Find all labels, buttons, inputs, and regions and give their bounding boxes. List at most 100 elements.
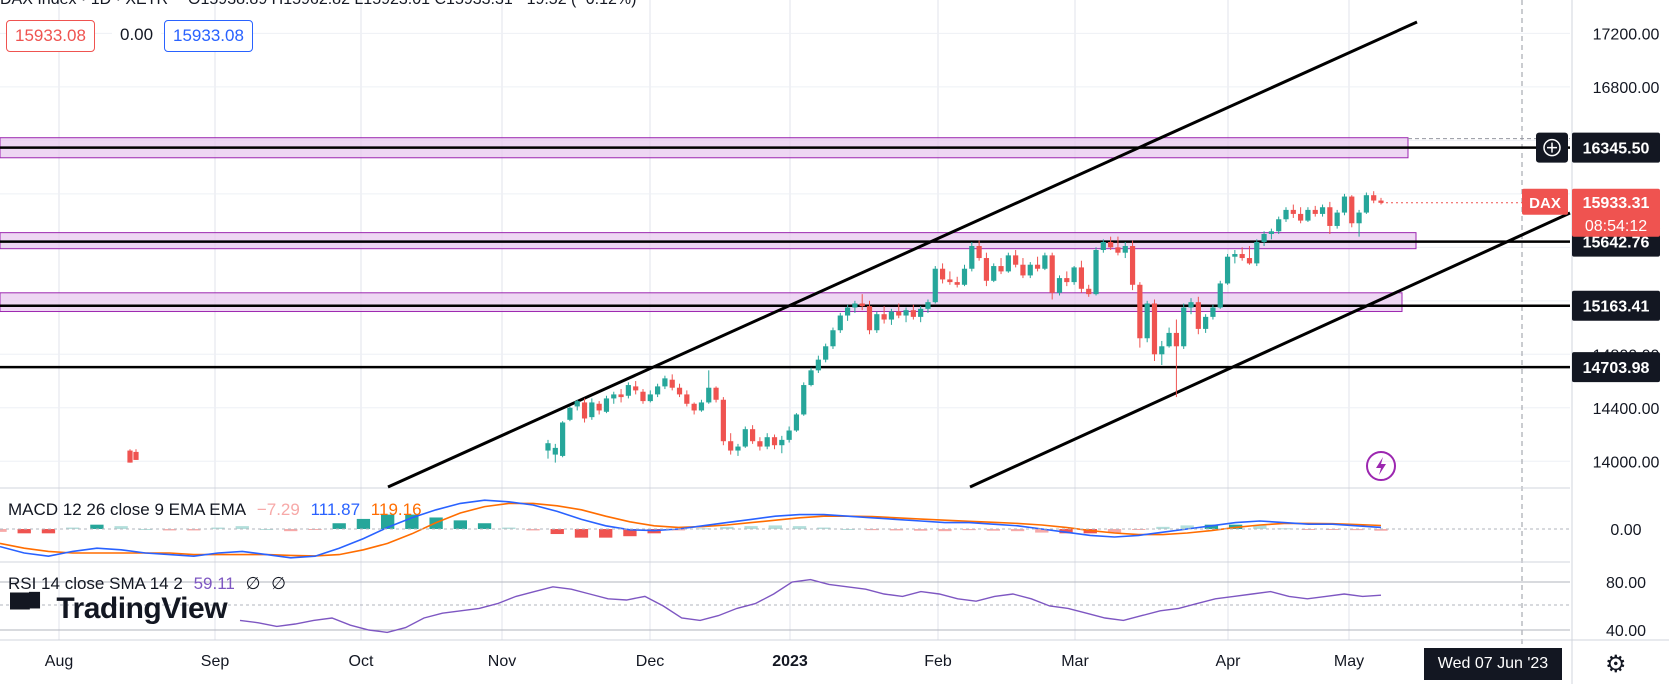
candle-body xyxy=(647,394,653,402)
candle-body xyxy=(779,439,785,446)
support-resistance-zones xyxy=(0,137,1417,313)
ohlc-header: DAX Index · 1D · XETRO15938.89 H15962.82… xyxy=(0,0,636,9)
level-price-tag xyxy=(1572,290,1660,321)
candle-body xyxy=(1239,254,1245,259)
candle-body xyxy=(918,308,924,317)
candle-body xyxy=(1203,316,1209,329)
candle-body xyxy=(1327,207,1333,226)
candle-body xyxy=(1115,247,1121,253)
candle-body xyxy=(669,379,675,388)
value-box-left: 15933.08 xyxy=(6,20,95,52)
rsi-pane xyxy=(0,578,1570,634)
candle-body xyxy=(961,268,968,285)
candle-body xyxy=(954,282,960,285)
candle-body xyxy=(1188,302,1194,308)
candle-body xyxy=(1100,241,1106,251)
countdown-text: 08:54:12 xyxy=(1585,218,1647,235)
candle-body xyxy=(888,311,895,320)
candle-body xyxy=(713,387,719,400)
candle-body xyxy=(1027,264,1033,276)
x-tick-label: Aug xyxy=(45,653,73,670)
rsi-legend: RSI 14 close SMA 14 2 59.11 ∅ ∅ xyxy=(8,574,292,594)
candle-body xyxy=(764,437,770,447)
candle-body xyxy=(1283,209,1289,220)
macd-line xyxy=(0,499,1382,559)
macd-hist-bar xyxy=(284,529,298,532)
macd-hist-bar xyxy=(1180,525,1194,529)
candle-body xyxy=(808,370,814,386)
candle-body xyxy=(596,403,602,411)
candle-body xyxy=(1159,346,1165,355)
candle-body xyxy=(1268,231,1274,234)
candle-body xyxy=(830,330,836,347)
candle-body xyxy=(947,279,953,283)
candle-body xyxy=(589,402,595,418)
candle-body xyxy=(1151,303,1158,355)
candle-body xyxy=(910,310,916,317)
rsi-legend-value: 59.11 xyxy=(193,574,235,593)
crosshair-date-label: Wed 07 Jun '23 xyxy=(1424,648,1562,680)
rsi-y-tick-label: 40.00 xyxy=(1606,623,1646,640)
macd-hist-bar xyxy=(502,527,516,529)
candle-body xyxy=(545,443,551,451)
candle-body xyxy=(1086,288,1092,295)
candle-body xyxy=(1093,250,1099,295)
gear-icon[interactable]: ⚙ xyxy=(1605,651,1627,678)
macd-hist-bar xyxy=(889,529,904,531)
level-price-tag xyxy=(1572,132,1660,163)
lightning-icon[interactable] xyxy=(1366,451,1396,481)
candlesticks xyxy=(127,191,1384,463)
macd-hist-bar xyxy=(235,526,249,529)
macd-hist-bar xyxy=(744,526,758,529)
candle-body xyxy=(574,401,580,407)
candle-body xyxy=(618,394,624,398)
x-tick-label: Apr xyxy=(1216,653,1242,670)
price-tags: 16345.50 15642.76 15163.41 14703.98 DAX 15933… xyxy=(1381,132,1660,383)
candle-body xyxy=(1276,219,1282,232)
macd-hist-bar xyxy=(1035,529,1049,533)
candle-body xyxy=(640,391,646,402)
candle-body xyxy=(801,385,807,415)
macd-hist-bar xyxy=(1059,529,1073,534)
y-tick-label: 14000.00 xyxy=(1593,454,1660,471)
candle-body xyxy=(1137,284,1143,339)
candle-body xyxy=(1217,283,1223,308)
candle-body xyxy=(560,422,566,456)
rsi-y-tick-label: 80.00 xyxy=(1606,575,1646,592)
macd-hist-bar xyxy=(914,529,928,531)
candle-body xyxy=(1129,246,1136,285)
candle-body xyxy=(1195,302,1201,329)
x-tick-label: Sep xyxy=(201,653,230,670)
candle-body xyxy=(1305,209,1311,221)
candle-body xyxy=(1005,255,1011,272)
macd-legend-label: MACD 12 26 close 9 EMA EMA xyxy=(8,500,247,519)
candle-body xyxy=(1290,209,1296,214)
candle-body xyxy=(925,302,931,309)
x-tick-label: Feb xyxy=(924,653,952,670)
trend-channel xyxy=(387,20,1571,489)
candle-body xyxy=(983,258,990,281)
macd-hist-bar xyxy=(962,529,976,531)
candle-body xyxy=(735,446,741,451)
candle-body xyxy=(1363,195,1369,213)
candle-body xyxy=(567,407,573,420)
candle-body xyxy=(706,387,712,403)
candle-body xyxy=(1312,209,1318,214)
candle-body xyxy=(1349,196,1355,224)
candle-body xyxy=(625,385,631,396)
macd-hist-bar xyxy=(1204,524,1219,529)
candle-body xyxy=(1034,264,1041,269)
candle-body xyxy=(1020,264,1026,276)
macd-hist-bar xyxy=(1132,529,1146,530)
candle-body xyxy=(749,429,756,442)
y-tick-label: 17200.00 xyxy=(1593,26,1660,43)
y-tick-label: 16800.00 xyxy=(1593,80,1660,97)
candle-body xyxy=(698,402,705,411)
candle-body xyxy=(1108,241,1114,248)
candle-body xyxy=(969,246,975,269)
macd-hist-bar xyxy=(1010,529,1025,532)
candle-body xyxy=(1166,332,1172,347)
x-tick-label: Nov xyxy=(488,653,516,670)
candle-body xyxy=(655,386,661,395)
